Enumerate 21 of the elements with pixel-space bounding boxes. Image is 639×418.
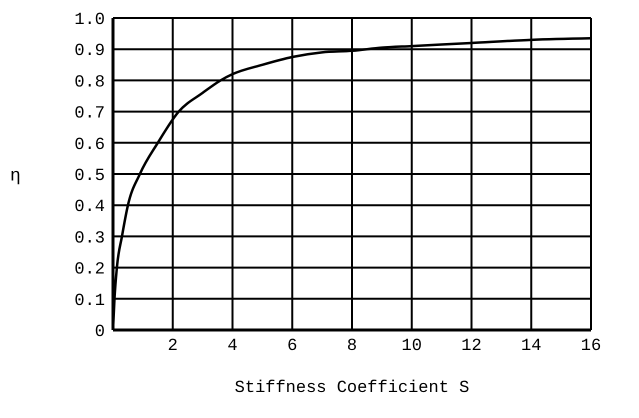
y-tick-label: 0.8 <box>74 73 105 92</box>
y-tick-label: 0.6 <box>74 136 105 155</box>
y-tick-label: 0.4 <box>74 198 105 218</box>
x-tick-label: 14 <box>521 337 542 356</box>
y-tick-label: 0.7 <box>74 104 105 124</box>
y-tick-label: 0.2 <box>74 260 105 280</box>
y-tick-label: 0 <box>94 323 105 342</box>
x-tick-label: 16 <box>580 337 602 356</box>
x-tick-label: 4 <box>227 337 238 356</box>
y-tick-label: 1.0 <box>74 11 105 30</box>
x-tick-label: 2 <box>168 337 178 356</box>
y-axis-title: η <box>10 166 21 186</box>
y-tick-label: 0.9 <box>74 42 105 62</box>
x-axis-title: Stiffness Coefficient S <box>234 379 470 398</box>
y-tick-label: 0.1 <box>74 292 105 311</box>
x-tick-label: 10 <box>402 337 422 356</box>
y-tick-label: 0.5 <box>74 167 105 186</box>
x-tick-label: 8 <box>346 337 358 356</box>
y-tick-label: 0.3 <box>74 229 105 248</box>
x-tick-label: 6 <box>287 337 298 356</box>
x-tick-label: 12 <box>461 337 482 356</box>
